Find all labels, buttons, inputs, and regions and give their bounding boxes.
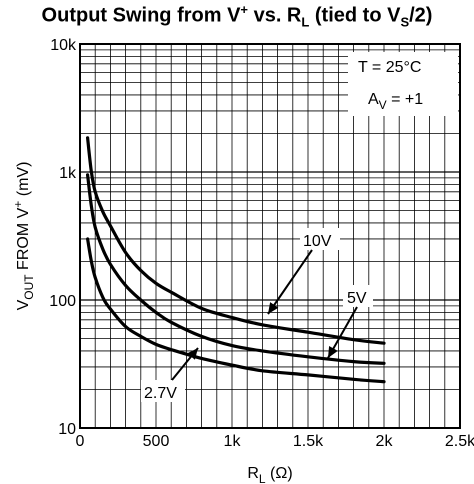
xlabel-sub: L [259,472,266,484]
y-axis-label: VOUT FROM V+ (mV) [11,162,36,311]
label-10v-bg [300,228,340,250]
label-5v-bg [343,285,373,307]
title-sub-l: L [301,14,310,30]
ylabel-suffix: (mV) [15,162,32,201]
label-27v-bg [141,380,185,402]
annotation-arrows [171,249,358,381]
xlabel-r: R [247,465,259,482]
series-label-5v: 5V [347,290,367,307]
ylabel-sup: + [11,201,25,208]
y-tick-label: 1k [59,165,77,182]
y-tick-label: 100 [49,293,76,310]
plot-frame [79,43,461,429]
legend-box [348,52,458,116]
gain-label: AV = +1 [368,91,423,112]
arrow-head [187,348,198,360]
chart-title: Output Swing from V+ vs. RL (tied to VS/… [0,2,474,30]
ylabel-sub: OUT [22,274,36,300]
ylabel-v: V [15,299,32,310]
arrow-shaft [267,249,313,315]
gain-rest: = +1 [387,91,424,108]
x-tick-label: 1k [224,433,242,450]
x-axis-label: RL (Ω) [247,465,292,484]
tick-labels: 0 500 1k 1.5k 2k 2.5k 10 100 1k 10k [49,37,474,450]
gain-sub: V [379,98,387,112]
title-text-middle: vs. R [248,4,302,27]
series-line-5v [86,173,386,365]
series-group [86,136,386,384]
y-tick-label: 10 [58,421,76,438]
gain-a: A [368,91,379,108]
y-tick-label: 10k [50,37,77,54]
xlabel-suffix: (Ω) [266,465,293,482]
series-label-10v: 10V [303,233,332,250]
title-sup-plus: + [240,2,249,17]
grid [80,44,460,428]
arrow-head [268,302,279,314]
x-tick-label: 0 [76,433,85,450]
ylabel-mid: FROM V [15,207,32,274]
series-label-2-7v: 2.7V [144,385,177,402]
title-sub-s: S [400,14,410,30]
series-line-10v [86,136,386,345]
x-tick-label: 500 [143,433,170,450]
series-line-2-7v [86,237,386,384]
x-tick-label: 2.5k [445,433,474,450]
x-tick-label: 1.5k [293,433,324,450]
title-text-after: (tied to V [309,4,401,27]
arrow-head [328,345,338,358]
title-text-suffix: /2) [409,4,433,27]
x-tick-label: 2k [376,433,394,450]
temperature-label: T = 25°C [358,59,421,76]
title-text-prefix: Output Swing from V [41,4,241,27]
